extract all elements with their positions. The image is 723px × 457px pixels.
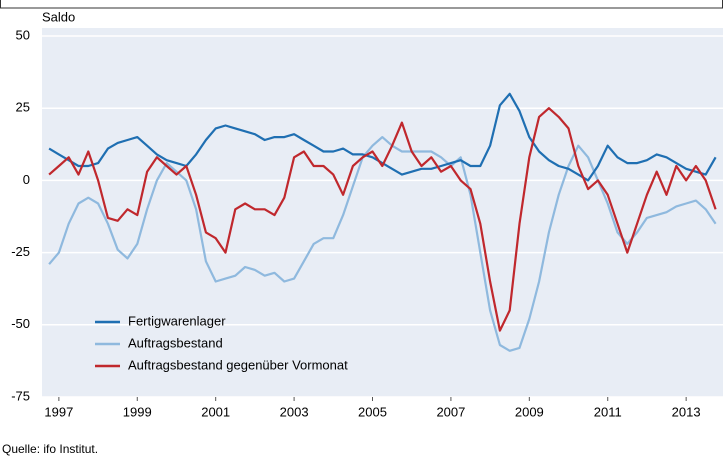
source: Quelle: ifo Institut. [2, 442, 98, 456]
y-tick-label: -25 [11, 244, 30, 259]
x-tick-label: 2011 [594, 404, 622, 419]
header-box [0, 0, 723, 9]
series-line [48, 136, 717, 352]
y-tick-label: 50 [16, 27, 30, 42]
x-tick-label: 2001 [201, 404, 230, 419]
x-tick-label: 2009 [515, 404, 544, 419]
y-tick-label: -50 [11, 316, 30, 331]
legend-label: Fertigwarenlager [128, 313, 226, 328]
legend-label: Auftragsbestand gegenüber Vormonat [128, 357, 348, 372]
series-line [48, 92, 717, 182]
x-tick-label: 1999 [123, 404, 152, 419]
x-tick-label: 2003 [280, 404, 309, 419]
y-tick-label: 0 [23, 172, 30, 187]
plot-area [42, 28, 723, 397]
x-tick-label: 2005 [358, 404, 387, 419]
x-tick-label: 1997 [44, 404, 73, 419]
x-tick-label: 2013 [672, 404, 701, 419]
x-tick-label: 2007 [436, 404, 465, 419]
legend-label: Auftragsbestand [128, 335, 223, 350]
y-tick-label: 25 [16, 100, 30, 115]
series-line [48, 107, 717, 332]
y-tick-label: -75 [11, 388, 30, 403]
y-axis-label: Saldo [42, 9, 75, 24]
